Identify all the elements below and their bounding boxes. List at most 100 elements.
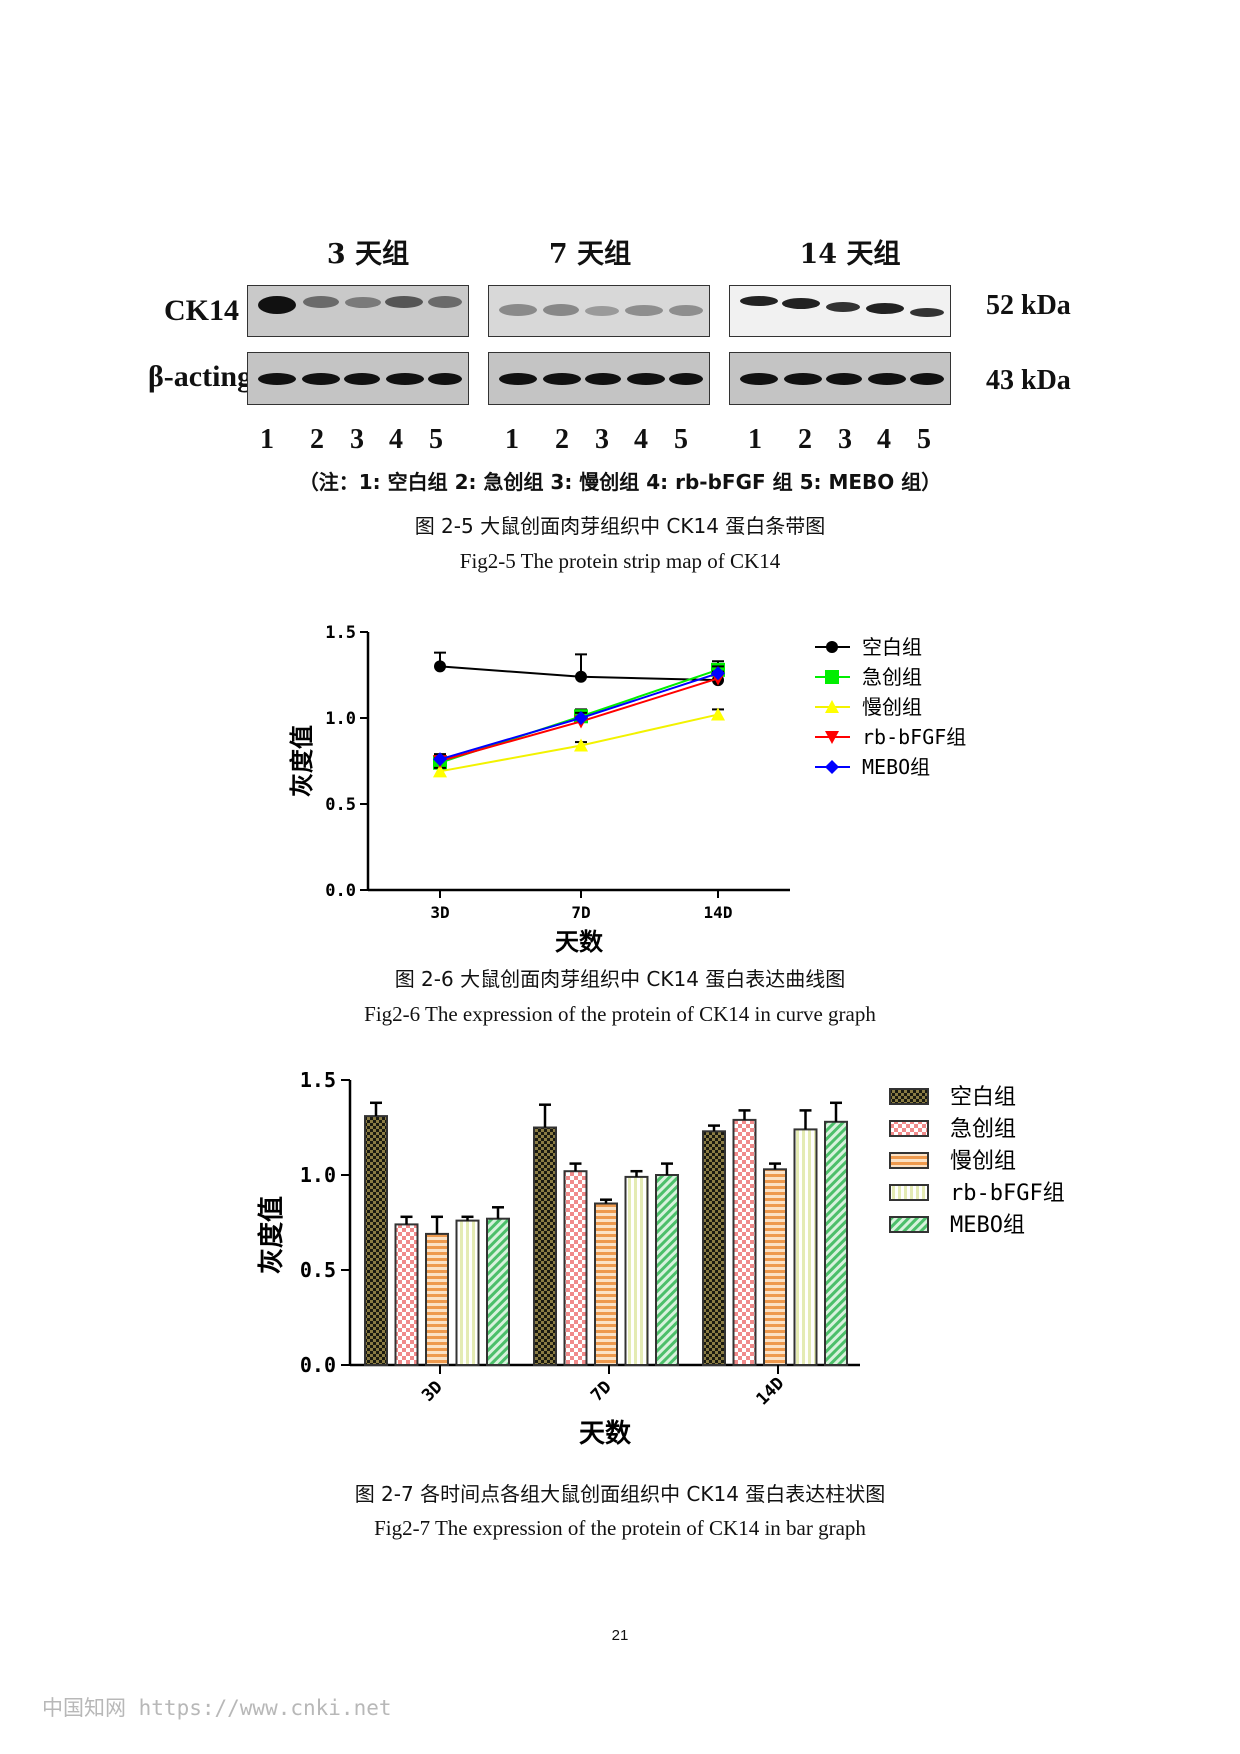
blot-kda-ck14: 52 kDa — [986, 290, 1071, 321]
lane-number: 1 — [260, 424, 274, 455]
y-tick-label: 1.5 — [300, 1068, 336, 1092]
y-axis-title: 灰度值 — [288, 725, 316, 797]
legend-label: 空白组 — [950, 1085, 1016, 1110]
x-tick-label: 7D — [587, 1377, 616, 1406]
lane-number: 5 — [674, 424, 688, 455]
fig6-caption-en: Fig2-6 The expression of the protein of … — [364, 1002, 876, 1026]
legend-item: 急创组 — [815, 665, 922, 689]
legend-swatch — [889, 1152, 929, 1169]
lane-number: 1 — [748, 424, 762, 455]
legend-swatch — [889, 1120, 929, 1137]
data-point — [711, 666, 725, 681]
bar-series-2 — [425, 1162, 787, 1366]
legend-label: 急创组 — [950, 1117, 1016, 1142]
lane-number: 4 — [877, 424, 891, 455]
x-axis-title: 天数 — [579, 1419, 632, 1449]
lane-number: 5 — [917, 424, 931, 455]
data-point — [434, 660, 446, 673]
bar — [763, 1168, 787, 1366]
bar-series-0 — [364, 1101, 726, 1366]
bar — [702, 1130, 726, 1366]
legend-item: rb-bFGF组 — [889, 1181, 1065, 1206]
bar — [732, 1118, 757, 1367]
legend-swatch — [889, 1216, 929, 1233]
legend-item: MEBO组 — [889, 1213, 1025, 1238]
lane-number: 5 — [429, 424, 443, 455]
data-point — [825, 700, 839, 713]
blot-kda-beta-acting: 43 kDa — [986, 365, 1071, 396]
x-axis-title: 天数 — [555, 928, 604, 956]
lane-number: 3 — [350, 424, 364, 455]
bar — [364, 1115, 388, 1366]
bar — [486, 1217, 510, 1366]
data-point — [825, 760, 839, 774]
y-tick-label: 0.0 — [300, 1353, 336, 1377]
y-tick-label: 0.5 — [300, 1258, 336, 1282]
data-point — [574, 711, 588, 725]
blot-group-label-14d: 14 天组 — [799, 239, 901, 270]
lane-number: 2 — [555, 424, 569, 455]
blot-panel-ck14-14d — [729, 285, 951, 337]
cnki-watermark: 中国知网 https://www.cnki.net — [42, 1696, 392, 1720]
legend-item: MEBO组 — [815, 755, 930, 779]
legend-swatch — [889, 1088, 929, 1105]
y-tick-label: 0.0 — [325, 881, 356, 901]
lane-number: 3 — [595, 424, 609, 455]
bar-series-1 — [394, 1109, 757, 1367]
blot-group-label-7d: 7 天组 — [548, 239, 632, 270]
blot-panel-ck14-3d — [247, 285, 469, 337]
line-series-2 — [433, 707, 725, 778]
data-point — [433, 764, 447, 778]
fig5-caption-zh: 图 2-5 大鼠创面肉芽组织中 CK14 蛋白条带图 — [414, 514, 826, 538]
bar-series-3 — [455, 1109, 818, 1367]
y-tick-label: 1.0 — [325, 709, 356, 729]
line-series-4 — [433, 665, 725, 767]
legend-item: rb-bFGF组 — [815, 725, 966, 749]
blot-panel-actin-3d — [247, 352, 469, 405]
data-point — [825, 670, 839, 684]
lane-number: 4 — [634, 424, 648, 455]
legend-label: 急创组 — [862, 665, 922, 689]
y-tick-label: 1.5 — [325, 623, 356, 643]
legend-label: 慢创组 — [862, 695, 922, 719]
fig6-caption-zh: 图 2-6 大鼠创面肉芽组织中 CK14 蛋白表达曲线图 — [394, 967, 846, 991]
line-series-0 — [434, 651, 724, 687]
lane-number: 4 — [389, 424, 403, 455]
y-axis-title: 灰度值 — [256, 1196, 287, 1274]
bar — [563, 1170, 588, 1366]
legend-label: MEBO组 — [862, 755, 930, 779]
legend-item: 空白组 — [889, 1085, 1016, 1110]
legend-label: 空白组 — [862, 635, 922, 659]
x-tick-label: 14D — [753, 1374, 789, 1410]
legend-label: 慢创组 — [950, 1149, 1016, 1174]
blot-panel-actin-14d — [729, 352, 951, 405]
blot-group-label-3d: 3 天组 — [326, 239, 410, 270]
data-point — [433, 752, 447, 767]
bar — [594, 1202, 618, 1366]
blot-panel-ck14-7d — [488, 285, 710, 337]
data-point — [574, 738, 588, 752]
lane-number: 2 — [310, 424, 324, 455]
data-point — [826, 641, 838, 653]
x-tick-label: 7D — [571, 903, 590, 922]
x-tick-label: 14D — [704, 903, 733, 922]
x-tick-label: 3D — [418, 1377, 447, 1406]
blot-row-label-beta-acting: β-acting — [148, 360, 253, 393]
data-point — [825, 731, 839, 744]
legend-label: rb-bFGF组 — [950, 1181, 1065, 1206]
legend-label: MEBO组 — [950, 1213, 1025, 1238]
blot-note: （注：1: 空白组 2: 急创组 3: 慢创组 4: rb-bFGF 组 5: … — [298, 470, 942, 494]
bar — [793, 1128, 818, 1367]
lane-number: 2 — [798, 424, 812, 455]
x-tick-label: 3D — [430, 903, 449, 922]
bar — [425, 1232, 449, 1366]
legend-item: 慢创组 — [889, 1149, 1016, 1174]
bar — [655, 1174, 679, 1366]
page-number: 21 — [611, 1627, 629, 1644]
y-tick-label: 0.5 — [325, 795, 356, 815]
lane-number: 3 — [838, 424, 852, 455]
y-tick-label: 1.0 — [300, 1163, 336, 1187]
legend-item: 慢创组 — [815, 695, 922, 719]
